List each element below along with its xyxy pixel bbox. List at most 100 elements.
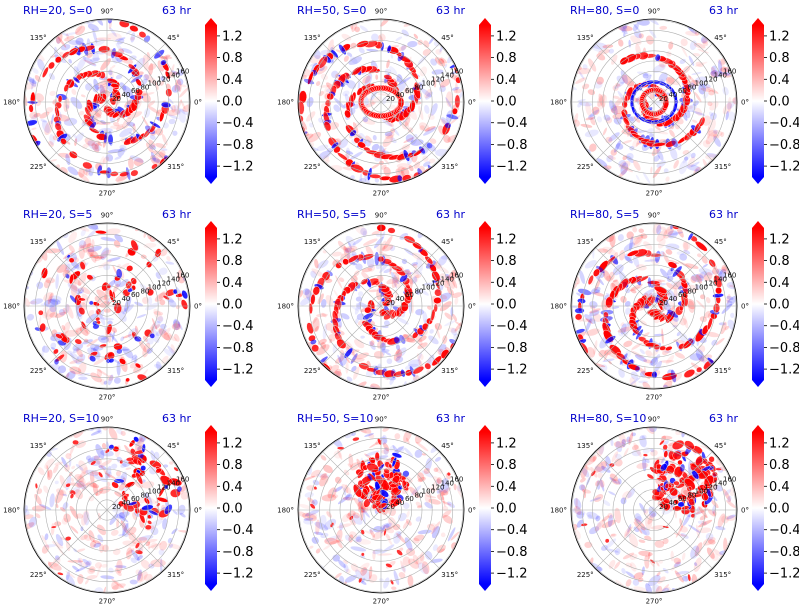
polar-panel: 0°45°90°135°180°225°270°315°20 40 60 801001… xyxy=(277,412,476,606)
angular-tick-label: 225° xyxy=(304,163,321,171)
field-speckle xyxy=(154,324,161,330)
field-speckle xyxy=(421,470,434,478)
colorbar-tick-label: −1.2 xyxy=(496,160,528,175)
angular-tick-label: 135° xyxy=(577,238,594,246)
field-speckle xyxy=(420,77,425,90)
field-speckle xyxy=(352,512,360,519)
field-speckle xyxy=(349,55,358,65)
field-speckle xyxy=(395,344,401,351)
field-speckle xyxy=(365,135,373,144)
field-speckle xyxy=(392,271,397,275)
field-speckle xyxy=(98,249,112,260)
field-speckle xyxy=(679,526,688,533)
field-speckle xyxy=(341,33,352,41)
field-speckle xyxy=(139,283,150,294)
field-speckle xyxy=(713,136,722,147)
angular-gridline xyxy=(48,101,108,161)
angular-gridline xyxy=(653,509,713,569)
field-speckle xyxy=(142,336,148,342)
field-speckle xyxy=(344,534,351,541)
field-speckle xyxy=(620,69,628,84)
field-speckle xyxy=(345,247,352,254)
field-speckle xyxy=(393,570,400,585)
field-speckle xyxy=(158,549,165,556)
colorbar: 1.20.80.40.0−0.4−0.8−1.2 xyxy=(479,221,528,387)
field-speckle xyxy=(67,560,84,563)
field-speckle xyxy=(417,562,429,575)
radial-tick-label: 100 xyxy=(148,487,161,495)
field-speckle xyxy=(322,324,327,340)
field-speckle xyxy=(643,509,649,515)
field-speckle xyxy=(79,289,85,294)
field-speckle xyxy=(726,295,734,300)
field-speckle xyxy=(645,35,654,45)
field-speckle xyxy=(355,538,372,545)
field-speckle xyxy=(645,514,653,530)
field-speckle xyxy=(178,109,187,123)
radial-tick-label: 20 xyxy=(386,95,395,103)
downdraft-cell xyxy=(310,339,317,345)
angular-tick-label: 135° xyxy=(304,442,321,450)
field-speckle xyxy=(115,37,126,42)
field-speckle xyxy=(632,226,638,233)
field-speckle xyxy=(671,559,682,571)
radial-tick-label: 100 xyxy=(422,283,435,291)
field-speckle xyxy=(419,125,426,131)
field-speckle xyxy=(575,67,592,75)
field-speckle xyxy=(674,570,684,583)
field-speckle xyxy=(642,457,647,472)
field-speckle xyxy=(397,512,407,522)
radial-tick-label: 140 xyxy=(167,72,180,80)
field-speckle xyxy=(177,276,186,284)
field-speckle xyxy=(592,291,605,297)
field-speckle xyxy=(34,74,41,82)
field-speckle xyxy=(691,119,698,123)
field-speckle xyxy=(607,514,613,528)
field-speckle xyxy=(665,249,673,255)
field-speckle xyxy=(388,104,396,110)
radial-tick-label: 80 xyxy=(140,491,149,499)
convective-cell xyxy=(664,483,670,489)
angular-tick-label: 45° xyxy=(714,34,726,42)
field-speckle xyxy=(605,538,617,549)
field-speckle xyxy=(67,350,79,360)
convective-cell xyxy=(95,230,107,235)
field-speckle xyxy=(113,283,119,293)
field-speckle xyxy=(88,171,94,177)
field-speckle xyxy=(80,94,86,98)
field-speckle xyxy=(102,586,107,593)
field-speckle xyxy=(418,105,424,121)
field-speckle xyxy=(643,241,653,250)
field-speckle xyxy=(176,79,182,92)
field-speckle xyxy=(82,278,87,287)
field-speckle xyxy=(594,279,601,291)
field-speckle xyxy=(403,137,414,143)
convective-cell xyxy=(177,455,190,466)
field-speckle xyxy=(427,305,432,310)
field-speckle xyxy=(41,535,47,545)
field-speckle xyxy=(430,103,438,116)
colorbar-tick-label: −1.2 xyxy=(769,160,799,175)
field-speckle xyxy=(452,313,458,322)
field-speckle xyxy=(90,253,97,263)
downdraft-cell xyxy=(154,49,165,59)
field-speckle xyxy=(106,32,122,41)
field-speckle xyxy=(79,326,89,336)
angular-tick-label: 270° xyxy=(373,190,390,198)
angular-gridline xyxy=(48,305,108,365)
field-speckle xyxy=(179,512,186,518)
field-speckle xyxy=(55,533,64,547)
field-speckle xyxy=(111,463,118,470)
field-speckle xyxy=(150,450,156,461)
field-speckle xyxy=(579,484,586,491)
angular-tick-label: 315° xyxy=(167,163,184,171)
field-speckle xyxy=(75,37,84,45)
field-speckle xyxy=(393,530,402,544)
field-speckle xyxy=(665,176,670,182)
field-speckle xyxy=(680,45,688,58)
angular-gridline xyxy=(595,101,655,161)
colorbar-tick-label: 0.8 xyxy=(496,458,517,473)
colorbar: 1.20.80.40.0−0.4−0.8−1.2 xyxy=(479,425,528,591)
radial-tick-label: 40 xyxy=(395,91,404,99)
field-speckle xyxy=(636,264,647,271)
